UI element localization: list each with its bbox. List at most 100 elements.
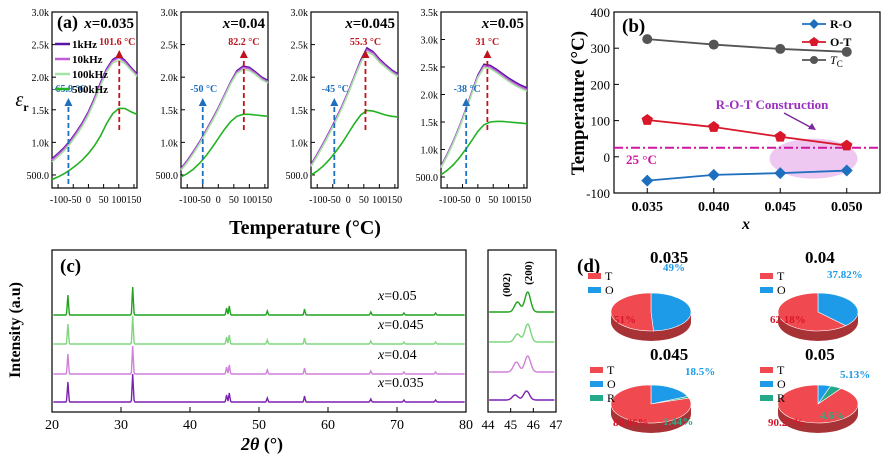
- pie-legend-label: O: [777, 377, 786, 391]
- pie-legend-swatch: [588, 287, 601, 293]
- legend-marker: [810, 56, 818, 64]
- x-tick-label: 0: [475, 195, 480, 206]
- tro-arrow: [64, 98, 73, 106]
- annotation-arrow: [783, 112, 813, 129]
- title-value: =0.05: [489, 16, 524, 32]
- series-label-x: x: [377, 376, 385, 391]
- tc-label: 55.3 °C: [350, 37, 381, 48]
- inset-x-tick-label: 47: [550, 417, 564, 432]
- subplot-1: 500.0 1.0k 1.5k 2.0k 2.5k 3.0k -100-50 0 50 10015…: [27, 8, 142, 206]
- subplot-3: 500.0 1.0k 1.5k 2.0k 2.5k 3.0k -100-50 0 50 10015…: [286, 8, 403, 206]
- y-tick-label: 1.5k: [291, 106, 309, 117]
- x-tick-label: 50: [252, 418, 266, 433]
- subplot-4: 500.0 1.0k 1.5k 2.0k 2.5k 3.0k 3.5k -100-50 0 50 1…: [416, 8, 532, 206]
- legend-label: TC: [830, 53, 843, 69]
- panel-a-label: (a): [57, 12, 78, 33]
- subplot-title: x=0.045: [344, 16, 395, 32]
- pie-legend-swatch: [760, 273, 773, 279]
- tc-label: 101.6 °C: [99, 37, 135, 48]
- pie-legend-swatch: [588, 273, 601, 279]
- pie-percent-T: 80.06%: [613, 417, 649, 429]
- inset-x-tick-label: 45: [504, 417, 517, 432]
- series-line-R-O: [647, 169, 847, 182]
- x-tick-label: 50: [359, 195, 369, 206]
- panel-c: 20 30 40 50 60 70 80x=0.05x=0.045x=0.04x=0.035…: [7, 249, 564, 455]
- title-x: x: [83, 16, 92, 32]
- series-line-500kHz: [310, 109, 399, 176]
- series-line-500kHz: [180, 113, 269, 178]
- marker-TC: [841, 46, 852, 57]
- tc-arrow: [483, 50, 492, 58]
- series-line-500kHz: [51, 107, 138, 181]
- legend-label: 10kHz: [72, 54, 103, 66]
- pie-legend-label: O: [777, 283, 786, 297]
- title-value: =0.045: [353, 16, 395, 32]
- panel-d: (d) 0.03551%49%TO0.0462.18%37.82%TO0.0458…: [577, 248, 870, 433]
- y-tick-label: 0: [604, 150, 611, 165]
- tc-label: 31 °C: [476, 37, 500, 48]
- tc-arrow: [115, 50, 124, 58]
- pie-legend-label: T: [777, 363, 785, 377]
- series-line-x=0.05: [53, 286, 465, 316]
- pie-2: 0.04 62.18% 37.82% TO: [760, 248, 863, 341]
- x-tick-label: 70: [390, 418, 404, 433]
- y-tick-label: 500.0: [416, 173, 439, 184]
- y-axis-label: Intensity (a.u): [7, 282, 24, 378]
- tro-arrow: [462, 98, 471, 106]
- y-tick-label: 2.0k: [421, 91, 439, 102]
- series-line-100kHz: [180, 68, 269, 171]
- pie-legend-label: T: [607, 363, 615, 377]
- title-x: x: [344, 16, 353, 32]
- inset-series-x=0.035: [489, 390, 555, 401]
- tro-arrow: [330, 98, 339, 106]
- y-tick-label: 200: [591, 77, 611, 92]
- y-tick-label: 500.0: [156, 171, 179, 182]
- y-tick-label: 3.0k: [32, 8, 50, 19]
- plot-frame: [180, 11, 269, 189]
- pie-legend-swatch: [760, 367, 773, 373]
- x-tick-label: 100150: [372, 195, 402, 206]
- x-label-unit: (°): [259, 434, 283, 455]
- title-value: =0.035: [92, 16, 134, 32]
- x-tick-label: 0.050: [831, 200, 863, 215]
- series-line-O-T: [647, 119, 847, 147]
- title-value: =0.04: [230, 16, 265, 32]
- y-tick-label: 1.5k: [421, 118, 439, 129]
- y-tick-label: 1.0k: [421, 146, 439, 157]
- series-line-x=0.035: [53, 373, 465, 403]
- pie-slice-T: [610, 292, 654, 332]
- plot-frame: [613, 11, 881, 194]
- pie-legend-swatch: [590, 367, 603, 373]
- pie-legend-label: T: [605, 269, 613, 283]
- y-tick-label: 2.5k: [161, 41, 179, 52]
- x-tick-label: 0.045: [765, 200, 797, 215]
- y-tick-label: 2.5k: [291, 41, 309, 52]
- series-line-x=0.04: [53, 345, 465, 375]
- plot-frame: [440, 11, 528, 189]
- panel-a: 500.01.0k1.5k2.0k2.5k3.0k-100-50 0 50 10015…: [15, 8, 531, 239]
- legend-marker: [809, 19, 819, 29]
- inset-x-tick-label: 46: [527, 417, 541, 432]
- plot-frame: [51, 11, 138, 189]
- pie-title: 0.05: [805, 345, 835, 364]
- y-label-main: ε: [15, 89, 23, 111]
- y-tick-label: 3.0k: [291, 8, 309, 19]
- x-tick-label: 100150: [242, 195, 272, 206]
- inset-peak-label: (002): [501, 273, 513, 297]
- marker-R-O: [774, 167, 787, 180]
- pie-legend-swatch: [760, 381, 773, 387]
- pie-percent-R: 4.6%: [820, 410, 845, 422]
- series-line-x=0.045: [53, 315, 465, 345]
- pie-legend-swatch: [590, 381, 603, 387]
- y-tick-label: 1.0k: [161, 138, 179, 149]
- legend-label: 100kHz: [72, 69, 108, 81]
- x-tick-label: 50: [229, 195, 239, 206]
- y-tick-label: 400: [591, 5, 611, 20]
- pie-legend-label: T: [777, 269, 785, 283]
- pie-slice-O: [650, 292, 692, 332]
- series-label-val: =0.05: [384, 289, 416, 304]
- y-tick-label: 2.0k: [291, 73, 309, 84]
- pie-title: 0.04: [805, 248, 835, 267]
- pie-legend-label: O: [607, 377, 616, 391]
- pie-percent-T: 90.27%: [768, 417, 804, 429]
